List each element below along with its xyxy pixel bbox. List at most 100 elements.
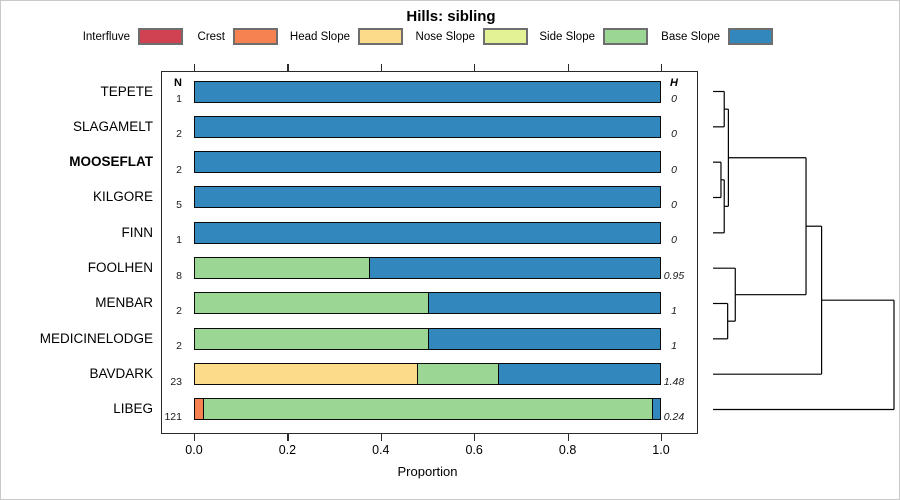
h-value: 0.95 (663, 269, 685, 282)
row-label: SLAGAMELT (72, 118, 153, 134)
axis-tick (474, 434, 476, 441)
axis-tick (567, 434, 569, 441)
axis-tick (194, 434, 196, 441)
row-label: FINN (121, 224, 154, 240)
bar (194, 398, 661, 421)
bar-segment-base-slope (195, 187, 660, 208)
h-value: 0 (671, 163, 677, 176)
axis-tick (287, 434, 289, 441)
bar (194, 292, 661, 315)
bar-segment-side-slope (195, 328, 428, 349)
legend-label: Nose Slope (415, 30, 475, 43)
axis-tick (287, 64, 289, 71)
bar (194, 363, 661, 386)
bar-segment-base-slope (369, 258, 660, 279)
row-label: LIBEG (113, 401, 153, 417)
legend-item-crest: Crest (88, 28, 278, 45)
bar (194, 115, 661, 138)
bar-segment-base-slope (195, 152, 660, 173)
legend-swatch-nose-slope (483, 28, 528, 45)
bar-segment-side-slope (417, 364, 499, 385)
n-value: 121 (164, 410, 182, 423)
legend-swatch-head-slope (358, 28, 403, 45)
bar-segment-base-slope (498, 364, 660, 385)
bar (194, 151, 661, 174)
axis-tick (661, 64, 663, 71)
axis-tick-label: 0.0 (185, 443, 203, 457)
bar-segment-base-slope (427, 328, 660, 349)
legend-label: Crest (197, 30, 225, 43)
axis-tick (474, 64, 476, 71)
row-label: KILGORE (92, 189, 153, 205)
axis-tick (194, 64, 196, 71)
bar-segment-base-slope (652, 399, 660, 420)
row-label: MOOSEFLAT (69, 154, 153, 170)
bar (194, 221, 661, 244)
h-value: 0 (671, 128, 677, 141)
chart-title: Hills: sibling (406, 8, 496, 25)
axis-tick-label: 0.6 (465, 443, 483, 457)
n-value: 23 (170, 375, 182, 388)
bar-segment-base-slope (427, 293, 660, 314)
row-label: TEPETE (100, 83, 153, 99)
legend-item-nose-slope: Nose Slope (338, 28, 528, 45)
bar-segment-side-slope (195, 258, 370, 279)
bar (194, 80, 661, 103)
legend-label: Head Slope (289, 30, 350, 43)
legend-swatch-interfluve (138, 28, 183, 45)
n-value: 2 (176, 128, 182, 141)
n-value: 1 (176, 93, 182, 105)
h-value: 1 (671, 304, 677, 317)
axis-tick (380, 64, 383, 71)
n-value: 2 (176, 340, 182, 353)
legend-item-side-slope: Side Slope (458, 28, 648, 45)
h-value: 0 (671, 93, 677, 105)
n-value: 1 (176, 234, 182, 247)
n-value: 2 (176, 304, 182, 317)
bar (194, 186, 661, 209)
axis-tick-label: 0.8 (558, 443, 577, 457)
axis-tick (661, 434, 663, 441)
h-value: 1 (671, 340, 677, 353)
h-column-header: H (670, 77, 678, 89)
axis-tick-label: 0.4 (372, 443, 390, 457)
h-value: 0 (671, 234, 677, 247)
h-value: 0 (671, 198, 677, 211)
legend-swatch-base-slope (728, 28, 773, 45)
legend-swatch-crest (233, 28, 278, 45)
bar-segment-base-slope (195, 116, 660, 137)
legend-item-interfluve: Interfluve (1, 28, 183, 45)
axis-tick (567, 64, 569, 71)
dendrogram (713, 90, 895, 411)
x-axis-label: Proportion (397, 464, 458, 479)
axis-tick-label: 0.2 (278, 443, 297, 457)
n-column-header: N (174, 77, 182, 89)
bar (194, 257, 661, 280)
bar-segment-base-slope (195, 81, 660, 102)
h-value: 1.48 (663, 375, 685, 388)
row-label: MENBAR (95, 295, 153, 311)
bar-segment-side-slope (195, 293, 428, 314)
row-label: MEDICINELODGE (39, 330, 153, 346)
axis-tick (380, 434, 383, 441)
bar (194, 327, 661, 350)
legend-item-base-slope: Base Slope (583, 28, 773, 45)
plot-area (161, 71, 698, 434)
bar-segment-crest (195, 399, 203, 420)
legend-label: Base Slope (661, 30, 720, 43)
legend-label: Interfluve (82, 30, 130, 43)
n-value: 8 (176, 269, 182, 282)
row-label: FOOLHEN (87, 260, 153, 276)
row-label: BAVDARK (89, 366, 153, 382)
n-value: 5 (176, 198, 182, 211)
legend-label: Side Slope (539, 30, 595, 43)
legend-item-head-slope: Head Slope (213, 28, 403, 45)
n-value: 2 (176, 163, 182, 176)
bar-segment-head-slope (195, 364, 418, 385)
bar-segment-side-slope (202, 399, 653, 420)
axis-tick-label: 1.0 (652, 443, 670, 457)
bar-segment-base-slope (195, 222, 660, 243)
h-value: 0.24 (663, 410, 685, 423)
legend-swatch-side-slope (603, 28, 648, 45)
